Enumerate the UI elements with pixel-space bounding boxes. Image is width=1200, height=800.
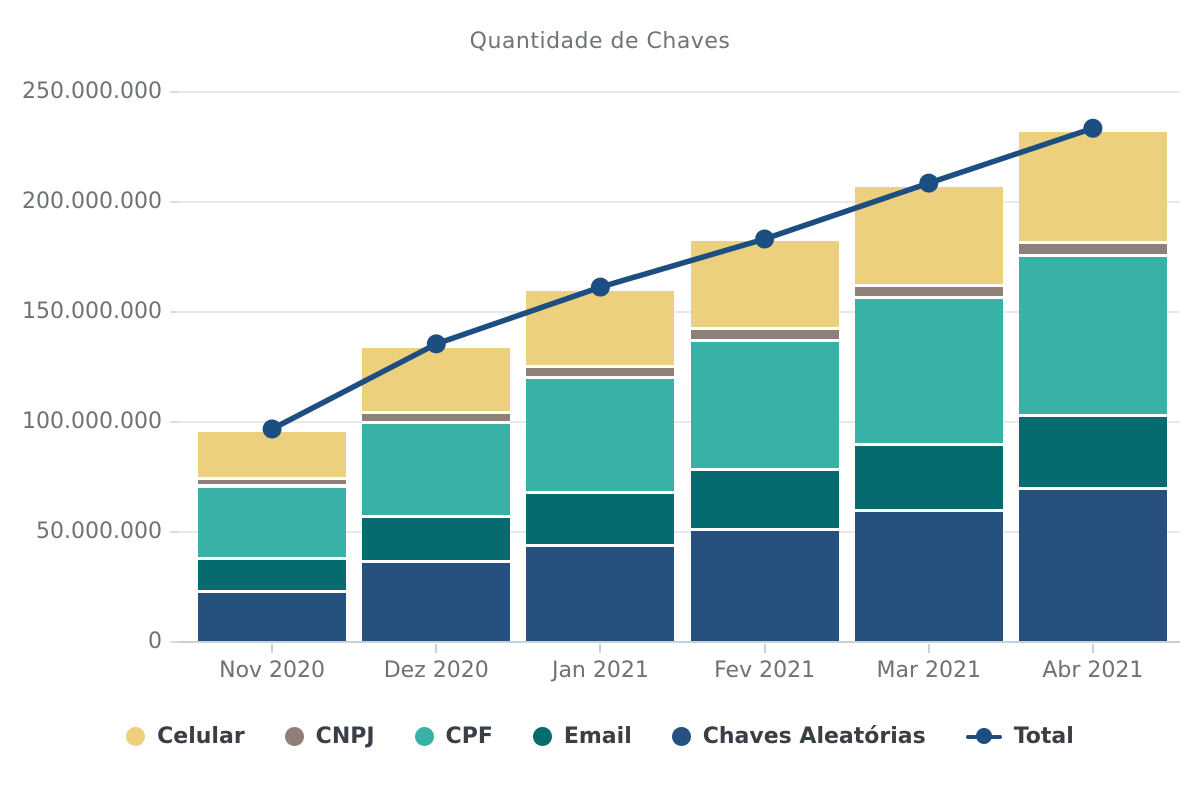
y-axis-tick: [170, 641, 184, 643]
bar-segment-cpf-jan-2021[interactable]: [526, 375, 675, 494]
legend-item-cnpj[interactable]: CNPJ: [284, 724, 375, 749]
legend-label: CNPJ: [315, 724, 375, 749]
bar-segment-email-abr-2021[interactable]: [1018, 416, 1167, 490]
y-axis-tick-label: 250.000.000: [22, 79, 162, 104]
y-axis-tick: [170, 531, 184, 533]
bar-segment-cnpj-abr-2021[interactable]: [1018, 244, 1167, 254]
legend-label: Celular: [157, 724, 245, 749]
legend-circle-icon: [284, 727, 304, 746]
total-line-chart: [262, 118, 1103, 439]
x-axis-label-mar-2021: Mar 2021: [876, 658, 981, 683]
total-point-abr-2021[interactable]: [1083, 118, 1103, 138]
bar-segment-cnpj-nov-2020[interactable]: [198, 480, 347, 485]
bar-segment-celular-nov-2020[interactable]: [198, 431, 347, 481]
bar-segment-cpf-abr-2021[interactable]: [1018, 253, 1167, 417]
bar-segment-email-fev-2021[interactable]: [690, 470, 839, 531]
bar-segment-cpf-mar-2021[interactable]: [854, 296, 1003, 446]
total-point-jan-2021[interactable]: [590, 277, 610, 297]
x-axis-label-nov-2020: Nov 2020: [219, 658, 326, 683]
legend-circle-icon: [126, 727, 146, 746]
total-point-dez-2020[interactable]: [426, 334, 446, 354]
x-axis-label-fev-2021: Fev 2021: [714, 658, 816, 683]
x-axis-tick: [763, 644, 766, 653]
gridline: [178, 421, 1180, 423]
y-axis-tick-label: 150.000.000: [22, 299, 162, 324]
legend-label: Email: [563, 724, 632, 749]
legend-point-icon: [975, 728, 992, 744]
legend-circle-icon: [532, 727, 552, 746]
bar-segment-chaves-aleatorias-fev-2021[interactable]: [690, 530, 839, 642]
y-axis-tick: [170, 421, 184, 423]
x-axis-label-jan-2021: Jan 2021: [551, 658, 649, 683]
legend-item-celular[interactable]: Celular: [126, 724, 245, 749]
legend: Celular CNPJ CPF Email Chaves Aleatórias Tota…: [0, 724, 1200, 749]
bar-segment-cpf-nov-2020[interactable]: [198, 484, 347, 560]
bar-segment-celular-dez-2020[interactable]: [362, 348, 511, 414]
bar-segment-email-jan-2021[interactable]: [526, 493, 675, 547]
legend-item-total[interactable]: Total: [965, 724, 1074, 749]
total-point-mar-2021[interactable]: [919, 173, 939, 193]
gridline: [178, 311, 1180, 313]
bar-segment-chaves-aleatorias-dez-2020[interactable]: [362, 562, 511, 642]
bar-segment-chaves-aleatorias-mar-2021[interactable]: [854, 511, 1003, 642]
legend-item-cpf[interactable]: CPF: [414, 724, 493, 749]
bar-segment-cnpj-fev-2021[interactable]: [690, 330, 839, 339]
bar-segment-celular-abr-2021[interactable]: [1018, 132, 1167, 245]
chart-title: Quantidade de Chaves: [469, 29, 731, 54]
legend-label: Total: [1013, 724, 1074, 749]
legend-circle-icon: [671, 727, 691, 746]
total-point-fev-2021[interactable]: [755, 229, 775, 249]
x-axis-label-dez-2020: Dez 2020: [383, 658, 489, 683]
bar-segment-email-nov-2020[interactable]: [198, 559, 347, 593]
gridline: [178, 201, 1180, 203]
legend-label: CPF: [445, 724, 493, 749]
bar-segment-chaves-aleatorias-jan-2021[interactable]: [526, 546, 675, 642]
plot-area: [178, 91, 1180, 643]
legend-item-chaves-aleatorias[interactable]: Chaves Aleatórias: [671, 724, 926, 749]
legend-item-email[interactable]: Email: [532, 724, 632, 749]
y-axis-tick-label: 100.000.000: [22, 409, 162, 434]
total-point-nov-2020[interactable]: [262, 419, 282, 439]
bar-segment-celular-mar-2021[interactable]: [854, 186, 1003, 288]
total-line: [269, 125, 1096, 432]
y-axis-tick: [170, 201, 184, 203]
x-axis-line: [178, 641, 1180, 643]
y-axis-tick-label: 200.000.000: [22, 189, 162, 214]
gridline: [178, 91, 1180, 93]
x-axis-tick: [1091, 644, 1094, 653]
y-axis-tick-label: 0: [148, 629, 162, 654]
bar-segment-email-dez-2020[interactable]: [362, 517, 511, 563]
bar-segment-cnpj-mar-2021[interactable]: [854, 287, 1003, 297]
bar-segment-cnpj-dez-2020[interactable]: [362, 413, 511, 421]
bar-segment-cnpj-jan-2021[interactable]: [526, 367, 675, 376]
x-axis-tick: [435, 644, 438, 653]
legend-line-dot-icon: [965, 727, 1002, 746]
bar-segment-cpf-dez-2020[interactable]: [362, 420, 511, 518]
x-axis-tick: [599, 644, 602, 653]
legend-label: Chaves Aleatórias: [702, 724, 926, 749]
bar-segment-cpf-fev-2021[interactable]: [690, 338, 839, 471]
bar-segment-chaves-aleatorias-nov-2020[interactable]: [198, 592, 347, 642]
legend-circle-icon: [414, 727, 434, 746]
y-axis-tick-label: 50.000.000: [36, 519, 162, 544]
bar-segment-chaves-aleatorias-abr-2021[interactable]: [1018, 489, 1167, 642]
y-axis-tick: [170, 311, 184, 313]
x-axis-label-abr-2021: Abr 2021: [1042, 658, 1144, 683]
x-axis-tick: [927, 644, 930, 653]
gridline: [178, 531, 1180, 533]
x-axis-tick: [271, 644, 274, 653]
y-axis-tick: [170, 91, 184, 93]
bar-segment-email-mar-2021[interactable]: [854, 445, 1003, 512]
